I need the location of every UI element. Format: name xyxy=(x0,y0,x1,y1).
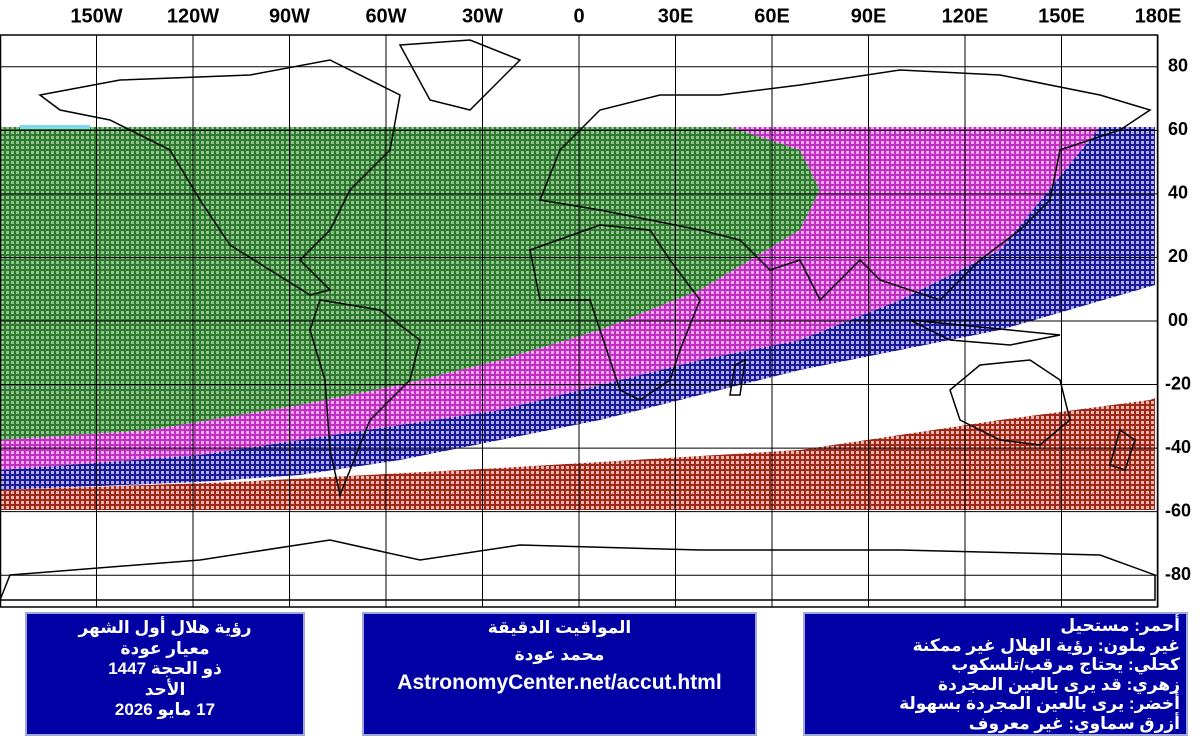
box-line: AstronomyCenter.net/accut.html xyxy=(397,671,722,694)
africa xyxy=(529,224,701,401)
eurasia xyxy=(538,69,1152,302)
latitude-label: 60 xyxy=(1168,119,1188,139)
longitude-label: 120E xyxy=(942,5,989,27)
map-frame xyxy=(0,34,1159,608)
box-line: رؤية هلال أول الشهر xyxy=(78,618,252,637)
box-line: كحلي: يحتاج مرقب/تلسكوب xyxy=(951,655,1180,674)
box-line: غير ملون: رؤية الهلال غير ممكنة xyxy=(912,635,1180,655)
latitude-label: -20 xyxy=(1165,373,1191,393)
latitude-label: 80 xyxy=(1168,56,1188,76)
latitude-label: 20 xyxy=(1168,246,1188,266)
south-america xyxy=(309,299,421,498)
box-line: ذو الحجة 1447 xyxy=(108,659,222,678)
longitude-label: 150W xyxy=(70,5,122,27)
antarctica xyxy=(0,539,1156,601)
coastlines xyxy=(0,39,1156,601)
longitude-label: 180E xyxy=(1135,5,1182,27)
longitude-label: 30E xyxy=(658,5,694,27)
longitude-label: 120W xyxy=(167,5,219,27)
latitude-label: -60 xyxy=(1165,500,1191,520)
box-line: أحمر: مستحيل xyxy=(1060,616,1180,635)
box-line: أخضر: يرى بالعين المجردة بسهولة xyxy=(899,694,1180,713)
zone-green xyxy=(0,127,820,440)
map: 150W 120W 90W 60W 30W 0 30E 60E 90E 120E 150E 180E 8… xyxy=(0,5,1191,608)
zone-red xyxy=(0,398,1155,510)
visibility-zones xyxy=(0,125,1155,510)
zone-cyan xyxy=(20,125,90,129)
longitude-label: 60E xyxy=(754,5,790,27)
box-line: زهري: قد يرى بالعين المجردة xyxy=(938,674,1180,694)
longitude-label: 0 xyxy=(573,5,584,27)
latitude-label: -40 xyxy=(1165,437,1191,457)
box-line: معيار عودة xyxy=(120,638,210,658)
box-line: أزرق سماوي: غير معروف xyxy=(968,713,1180,733)
info-box: رؤية هلال أول الشهر معيار عودة ذو الحجة 14… xyxy=(25,612,305,736)
latitude-label: 00 xyxy=(1168,310,1188,330)
indonesia xyxy=(909,319,1061,346)
longitude-label: 30W xyxy=(462,5,503,27)
box-line: الأحد xyxy=(144,679,186,699)
zone-pink xyxy=(0,127,1100,470)
graticule xyxy=(0,35,1159,607)
new-zealand xyxy=(1109,428,1136,471)
box-line: محمد عودة xyxy=(514,644,605,664)
legend-box: أحمر: مستحيل غير ملون: رؤية الهلال غير مم… xyxy=(803,612,1188,736)
longitude-label: 150E xyxy=(1038,5,1085,27)
box-line: 17 مايو 2026 xyxy=(114,700,216,719)
box-line: المواقيت الدقيقة xyxy=(487,618,632,637)
longitude-label: 90W xyxy=(269,5,310,27)
australia xyxy=(949,359,1071,446)
greenland xyxy=(398,39,522,111)
zone-navy xyxy=(0,127,1155,490)
longitude-label: 90E xyxy=(851,5,887,27)
credit-box: المواقيت الدقيقة محمد عودة AstronomyCenter… xyxy=(362,612,757,736)
latitude-label: -80 xyxy=(1165,564,1191,584)
latitude-label: 40 xyxy=(1168,183,1188,203)
north-america xyxy=(38,59,401,296)
longitude-label: 60W xyxy=(365,5,406,27)
